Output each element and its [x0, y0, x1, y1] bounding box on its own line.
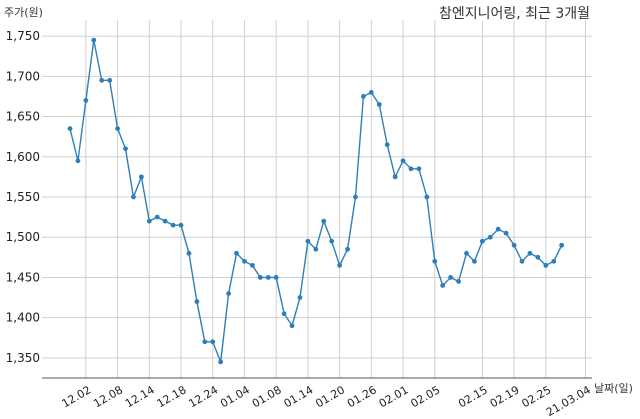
data-point — [257, 275, 263, 280]
x-tick-label: 02.05 — [409, 383, 443, 410]
grid — [42, 20, 592, 378]
y-tick-label: 1,750 — [6, 29, 40, 43]
data-point — [178, 222, 184, 228]
y-tick-label: 1,400 — [6, 311, 40, 325]
data-point — [337, 262, 343, 268]
data-point — [559, 242, 565, 248]
y-tick-labels: 1,350 1,400 1,450 1,500 1,550 1,600 1,650 1,700… — [6, 29, 40, 365]
data-point — [234, 250, 239, 256]
data-point — [131, 194, 136, 200]
data-point — [416, 166, 422, 172]
data-point — [123, 146, 128, 152]
data-point — [440, 283, 446, 288]
data-point — [353, 194, 358, 200]
data-point — [472, 258, 477, 264]
y-tick-label: 1,700 — [6, 69, 40, 83]
y-tick-label: 1,600 — [6, 150, 40, 164]
data-point — [83, 98, 89, 103]
data-point — [543, 262, 549, 268]
data-point — [226, 291, 232, 296]
data-point — [495, 226, 501, 232]
data-point — [535, 254, 541, 260]
data-point — [345, 246, 350, 252]
data-point — [75, 158, 81, 164]
x-tick-label: 02.19 — [488, 383, 522, 410]
data-point — [361, 94, 366, 99]
data-point — [154, 214, 160, 220]
data-point — [138, 174, 144, 180]
data-point — [487, 234, 493, 240]
data-point — [281, 311, 287, 317]
data-point — [503, 230, 509, 236]
data-point — [218, 359, 224, 365]
data-point — [305, 238, 311, 244]
data-point — [511, 242, 517, 248]
data-point — [551, 258, 557, 264]
data-point — [186, 250, 192, 256]
series — [67, 37, 565, 365]
data-point — [384, 142, 390, 148]
x-tick-label: 01.14 — [282, 383, 316, 410]
y-tick-label: 1,500 — [6, 230, 40, 244]
data-point — [194, 299, 200, 304]
data-point — [368, 90, 374, 95]
x-tick-labels: 12.0212.0812.1412.1812.2401.0401.0801.14… — [60, 383, 593, 419]
data-point — [313, 246, 319, 252]
x-tick-label: 12.14 — [123, 383, 157, 410]
x-tick-label: 12.24 — [186, 383, 220, 410]
x-tick-label: 01.08 — [250, 383, 284, 410]
data-point — [273, 275, 279, 280]
x-tick-label: 01.04 — [218, 383, 252, 410]
data-point — [464, 250, 469, 256]
data-point — [265, 275, 271, 280]
x-tick-label: 21.03.04 — [544, 383, 593, 419]
data-point — [202, 339, 208, 345]
data-point — [408, 166, 414, 172]
data-point — [297, 295, 303, 300]
data-point — [432, 258, 438, 264]
data-point — [91, 37, 97, 43]
x-tick-label: 12.02 — [60, 383, 94, 410]
chart-title: 참엔지니어링, 최근 3개월 — [439, 6, 590, 22]
data-point — [242, 258, 247, 264]
data-point — [107, 77, 113, 83]
data-point — [210, 339, 216, 345]
data-point — [456, 279, 461, 284]
y-axis-label: 주가(원) — [4, 6, 43, 19]
data-point — [448, 275, 454, 280]
y-tick-label: 1,350 — [6, 351, 40, 365]
data-point — [115, 126, 120, 132]
x-axis-label: 날짜(일) — [594, 381, 633, 395]
data-point — [392, 174, 398, 180]
data-point — [289, 323, 295, 329]
y-tick-label: 1,550 — [6, 190, 40, 204]
data-point — [527, 250, 533, 256]
data-point — [479, 238, 485, 244]
x-tick-label: 01.20 — [313, 383, 347, 410]
x-tick-label: 12.18 — [155, 383, 189, 410]
data-point — [376, 102, 382, 107]
data-point — [519, 258, 525, 264]
data-point — [146, 218, 152, 224]
data-point — [329, 238, 335, 244]
y-tick-label: 1,650 — [6, 110, 40, 124]
data-point — [67, 126, 73, 132]
data-point — [99, 77, 105, 83]
data-point — [249, 262, 255, 268]
x-tick-label: 02.01 — [377, 383, 411, 410]
data-point — [424, 194, 430, 200]
x-tick-label: 01.26 — [345, 383, 379, 410]
data-point — [162, 218, 168, 224]
x-tick-label: 12.08 — [91, 383, 125, 410]
x-tick-label: 02.15 — [456, 383, 490, 410]
data-point — [170, 222, 176, 228]
data-point — [321, 218, 327, 224]
y-tick-label: 1,450 — [6, 270, 40, 284]
data-point — [400, 158, 406, 164]
series-line — [69, 39, 563, 363]
